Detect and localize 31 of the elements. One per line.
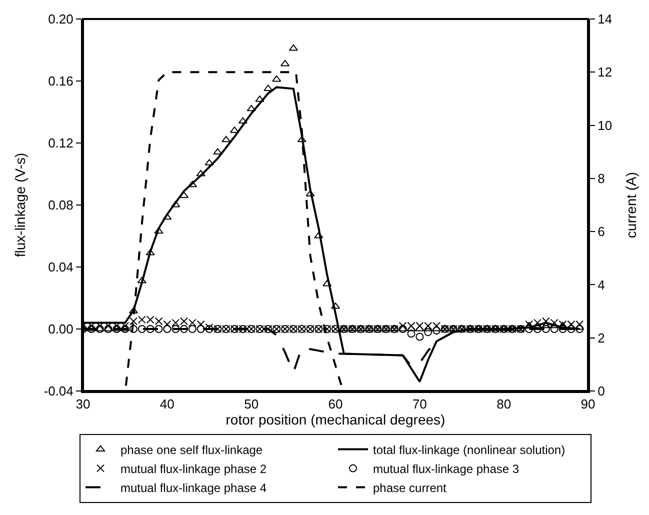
- x-axis-title: rotor position (mechanical degrees): [226, 411, 446, 428]
- x-tick-label: 70: [412, 396, 427, 412]
- y2-tick-label: 0: [598, 384, 605, 399]
- x-tick-label: 50: [244, 396, 259, 412]
- y2-tick-label: 6: [598, 224, 605, 240]
- y2-tick-label: 8: [598, 170, 605, 186]
- y-tick-label: 0.04: [48, 260, 74, 275]
- legend-label: phase one self flux-linkage: [120, 442, 263, 457]
- y2-tick-label: 10: [598, 118, 612, 133]
- y2-tick-label: 12: [598, 64, 612, 80]
- legend-label: phase current: [373, 480, 448, 495]
- y-tick-label: 0.00: [48, 322, 74, 337]
- y-tick-label: -0.04: [44, 384, 74, 399]
- y2-tick-label: 2: [598, 330, 605, 346]
- x-tick-label: 90: [580, 396, 596, 412]
- legend-label: mutual flux-linkage phase 2: [120, 462, 267, 476]
- x-tick-label: 30: [76, 396, 90, 412]
- y-axis-title: flux-linkage (V-s): [12, 152, 28, 258]
- y-tick-label: 0.16: [48, 74, 74, 89]
- legend-label: mutual flux-linkage phase 4: [120, 480, 267, 495]
- y2-tick-label: 4: [598, 277, 605, 292]
- y2-axis-title: current (A): [622, 172, 639, 238]
- y2-tick-label: 14: [598, 12, 612, 27]
- y-tick-label: 0.20: [48, 12, 74, 27]
- y-tick-label: 0.08: [48, 198, 74, 213]
- x-tick-label: 80: [496, 396, 512, 412]
- x-tick-label: 60: [328, 396, 343, 412]
- y-tick-label: 0.12: [48, 136, 74, 151]
- legend-label: mutual flux-linkage phase 3: [373, 462, 520, 476]
- x-tick-label: 40: [160, 396, 174, 412]
- legend-label: total flux-linkage (nonlinear solution): [373, 442, 566, 457]
